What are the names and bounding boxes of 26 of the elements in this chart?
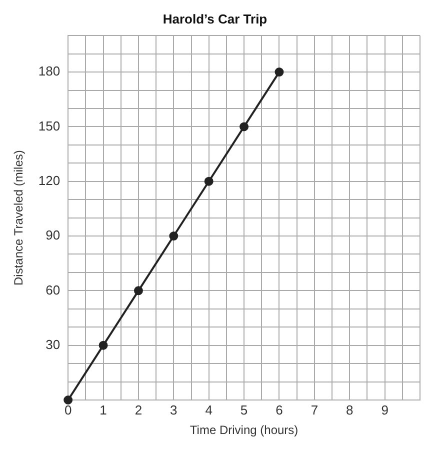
y-axis-title: Distance Traveled (miles) [12, 150, 26, 286]
point [64, 396, 73, 404]
x-tick-label: 1 [100, 402, 107, 418]
point [169, 232, 178, 241]
x-tick-label: 2 [134, 402, 142, 418]
y-tick-label: 60 [46, 282, 60, 298]
y-tick-label: 180 [38, 64, 60, 79]
x-tick-label: 0 [64, 402, 72, 418]
x-tick-label: 3 [170, 402, 178, 418]
x-tick-label: 4 [205, 402, 212, 418]
point [204, 176, 214, 186]
x-axis-title: Time Driving (hours) [190, 423, 298, 438]
chart-title: Harold’s Car Trip [162, 11, 268, 26]
y-tick-label: 30 [46, 336, 60, 352]
x-tick-label: 7 [310, 402, 318, 418]
x-tick-label: 8 [346, 402, 354, 418]
point [274, 68, 284, 77]
y-tick-label: 90 [46, 228, 60, 243]
point [134, 286, 143, 296]
point [240, 122, 249, 132]
point [98, 340, 108, 350]
x-tick-label: 9 [381, 402, 388, 418]
y-tick-label: 150 [38, 118, 60, 134]
x-tick-label: 5 [240, 402, 248, 418]
x-tick-label: 6 [276, 402, 283, 418]
y-tick-label: 120 [38, 172, 60, 188]
